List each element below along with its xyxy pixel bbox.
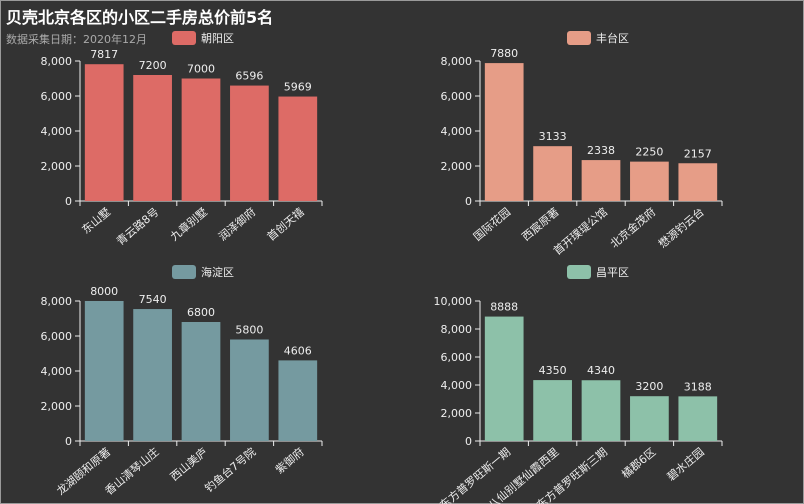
x-category-label: 西宸原著: [519, 205, 562, 244]
y-tick-label: 2,000: [41, 400, 73, 413]
bar-value-label: 7880: [490, 47, 518, 60]
y-tick-label: 4,000: [441, 125, 473, 138]
bar[interactable]: [133, 309, 172, 441]
legend[interactable]: 丰台区: [567, 31, 629, 45]
legend-swatch[interactable]: [172, 265, 196, 279]
bar[interactable]: [484, 63, 524, 201]
y-tick-label: 6,000: [441, 90, 473, 103]
y-tick-label: 0: [465, 435, 472, 448]
x-category-label: 北京金茂府: [607, 205, 658, 251]
legend-label[interactable]: 朝阳区: [201, 32, 234, 45]
y-tick-label: 8,000: [441, 55, 473, 68]
x-category-label: 润泽御府: [216, 205, 259, 244]
bar-value-label: 7817: [90, 48, 118, 61]
y-tick-label: 8,000: [41, 55, 73, 68]
y-tick-label: 0: [465, 195, 472, 208]
y-tick-label: 2,000: [441, 160, 473, 173]
x-category-label: 首创天禧: [264, 205, 307, 244]
y-tick-label: 0: [65, 195, 72, 208]
legend[interactable]: 海淀区: [172, 265, 234, 279]
bar-value-label: 6800: [187, 306, 215, 319]
legend-swatch[interactable]: [567, 265, 591, 279]
y-tick-label: 6,000: [41, 90, 73, 103]
y-tick-label: 6,000: [441, 351, 473, 364]
x-category-label: 碧水庄园: [664, 445, 707, 484]
bar-value-label: 5800: [235, 324, 263, 337]
bar[interactable]: [678, 396, 718, 441]
chart-panel-3: 海淀区02,0004,0006,0008,0008000龙湖颐和原著7540香山…: [41, 265, 323, 498]
bar-value-label: 4606: [284, 344, 312, 357]
bar[interactable]: [133, 75, 172, 201]
legend[interactable]: 朝阳区: [172, 31, 234, 45]
bar[interactable]: [181, 78, 221, 202]
y-tick-label: 0: [65, 435, 72, 448]
bar[interactable]: [630, 396, 669, 441]
y-tick-label: 2,000: [441, 407, 473, 420]
x-category-label: 青云路8号: [114, 205, 161, 248]
bar-value-label: 7200: [139, 59, 167, 72]
legend-swatch[interactable]: [567, 31, 591, 45]
bar[interactable]: [484, 316, 524, 441]
chart-panel-2: 丰台区 0 2,000 4,000 6,000 8,000 7880 国际花园 3133 西宸原著…: [441, 31, 723, 258]
y-tick-label: 4,000: [41, 125, 73, 138]
bar-value-label: 7000: [187, 63, 215, 76]
bar-value-label: 3200: [635, 380, 663, 393]
bar-value-label: 6596: [235, 70, 263, 83]
x-category-label: 国际花园: [471, 205, 513, 243]
x-category-label: 香山清琴山庄: [102, 445, 162, 498]
page-title: 贝壳北京各区的小区二手房总价前5名: [6, 8, 274, 27]
bar-value-label: 2338: [587, 144, 615, 157]
x-category-label: 钓鱼台7号院: [202, 445, 258, 496]
y-tick-label: 4,000: [41, 365, 73, 378]
bar[interactable]: [278, 96, 318, 201]
x-category-label: 懋源钓云台: [656, 205, 707, 251]
x-category-label: 九章别墅: [167, 205, 210, 244]
x-category-label: 紫御府: [272, 445, 306, 477]
y-tick-label: 4,000: [441, 379, 473, 392]
legend[interactable]: 昌平区: [567, 265, 629, 279]
x-category-label: 首开璞瑅公馆: [550, 205, 610, 258]
bar[interactable]: [230, 339, 269, 442]
legend-swatch[interactable]: [172, 31, 196, 45]
chart-panel-1: 朝阳区 0 2,000 4,000 6,000 8,000 7817 东山墅 7200 青云路8号…: [41, 31, 323, 248]
bar[interactable]: [181, 322, 221, 441]
bar[interactable]: [533, 146, 572, 201]
x-category-label: 橘郡6区: [619, 445, 658, 481]
bar[interactable]: [630, 161, 669, 201]
bar[interactable]: [678, 163, 718, 201]
bar[interactable]: [581, 160, 621, 201]
bar[interactable]: [581, 380, 621, 441]
bar[interactable]: [278, 360, 318, 441]
bar-value-label: 2250: [635, 146, 663, 159]
x-category-label: 西山美庐: [167, 445, 210, 484]
x-category-label: 东山墅: [79, 205, 113, 236]
bar-value-label: 4340: [587, 364, 615, 377]
bar-value-label: 2157: [684, 147, 712, 160]
bar-value-label: 7540: [139, 293, 167, 306]
y-tick-label: 2,000: [41, 160, 73, 173]
bar-value-label: 3133: [539, 130, 567, 143]
y-tick-label: 8,000: [441, 323, 473, 336]
legend-label[interactable]: 海淀区: [201, 265, 234, 279]
bar-value-label: 5969: [284, 81, 312, 94]
bar[interactable]: [84, 301, 124, 441]
legend-label[interactable]: 昌平区: [596, 266, 629, 279]
bar[interactable]: [84, 64, 124, 201]
bar-value-label: 8000: [90, 285, 118, 298]
bar-value-label: 4350: [539, 364, 567, 377]
bar-value-label: 8888: [490, 301, 518, 314]
bar-value-label: 3188: [684, 380, 712, 393]
bar[interactable]: [533, 380, 572, 441]
y-tick-label: 8,000: [41, 295, 73, 308]
legend-label[interactable]: 丰台区: [596, 31, 629, 45]
page-subtitle: 数据采集日期：2020年12月: [6, 33, 147, 46]
y-tick-label: 10,000: [434, 295, 473, 308]
y-tick-label: 6,000: [41, 330, 73, 343]
bar[interactable]: [230, 85, 269, 201]
